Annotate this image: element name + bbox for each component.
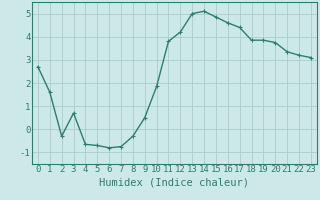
- X-axis label: Humidex (Indice chaleur): Humidex (Indice chaleur): [100, 177, 249, 187]
